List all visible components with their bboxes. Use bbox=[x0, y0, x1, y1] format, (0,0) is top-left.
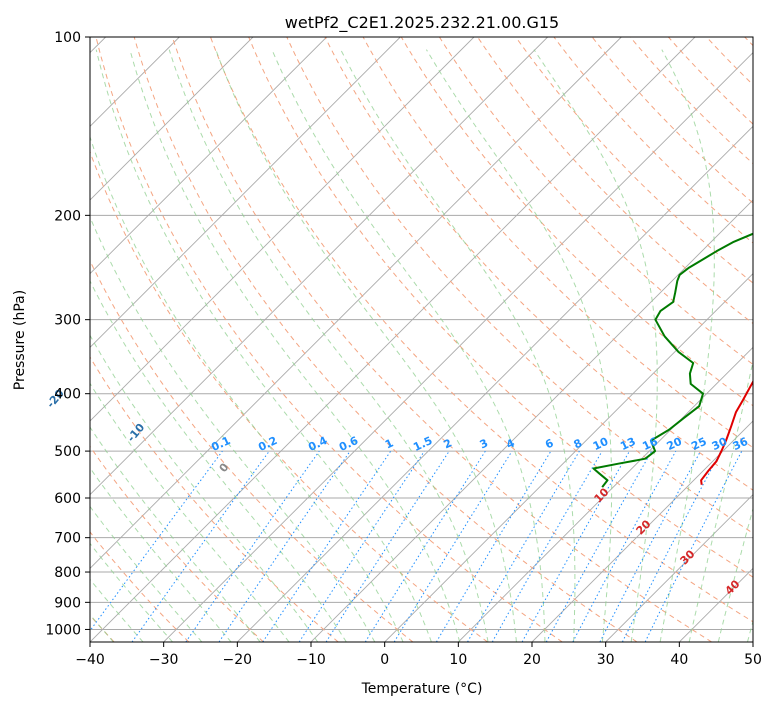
y-tick-label: 700 bbox=[54, 531, 81, 547]
moist-adiabat-0 bbox=[90, 135, 404, 642]
temperature-profile bbox=[700, 379, 753, 485]
moist-adiabat--36 bbox=[90, 578, 144, 642]
mixing-ratio-line-10 bbox=[491, 450, 603, 642]
isotherm--100 bbox=[90, 37, 254, 201]
dry-adiabat-20 bbox=[95, 37, 563, 642]
y-tick-label: 300 bbox=[54, 313, 81, 329]
moist-adiabat-12 bbox=[168, 49, 489, 642]
y-tick-label: 200 bbox=[54, 208, 81, 224]
y-axis: 100 200 300 400 500 600 700 800 900 1000 bbox=[45, 30, 90, 638]
moist-adiabat--16 bbox=[90, 382, 290, 642]
moist-adiabat-40 bbox=[688, 358, 753, 642]
moist-adiabat--8 bbox=[90, 279, 347, 642]
isotherm-10 bbox=[458, 346, 753, 642]
isotherm--60 bbox=[90, 37, 548, 496]
isotherm-20 bbox=[531, 420, 753, 642]
dry-adiabat--10 bbox=[90, 356, 339, 642]
dry-adiabat-90 bbox=[362, 37, 753, 449]
y-axis-label: Pressure (hPa) bbox=[12, 290, 28, 390]
x-tick-label: 20 bbox=[523, 652, 541, 668]
isotherm-30 bbox=[605, 494, 753, 642]
series-layer bbox=[592, 232, 753, 488]
mixing-ratio-line-6 bbox=[435, 450, 552, 642]
moist-adiabat-36 bbox=[659, 49, 715, 642]
isotherm--20 bbox=[237, 125, 753, 642]
dry-adiabat-60 bbox=[248, 37, 753, 578]
dewpoint-profile bbox=[592, 232, 753, 488]
dry-adiabat-80 bbox=[324, 37, 753, 491]
dry-adiabat-0 bbox=[90, 259, 414, 642]
moist-adiabat--4 bbox=[90, 215, 376, 642]
mixing-ratio-line-0.6 bbox=[218, 450, 351, 642]
moist-adiabat-8 bbox=[129, 49, 461, 642]
chart-title: wetPf2_C2E1.2025.232.21.00.G15 bbox=[285, 13, 559, 33]
x-tick-label: −10 bbox=[296, 652, 326, 668]
grid-layer bbox=[90, 37, 753, 642]
x-tick-label: 0 bbox=[380, 652, 389, 668]
isotherm--70 bbox=[90, 37, 475, 422]
isotherm-0 bbox=[384, 273, 753, 642]
moist-adiabat-4 bbox=[95, 49, 432, 642]
mixing-ratio-line-4 bbox=[393, 450, 513, 642]
y-tick-label: 600 bbox=[54, 491, 81, 507]
mixing-ratio-line-8 bbox=[467, 450, 580, 642]
mixing-ratio-line-16 bbox=[545, 450, 653, 642]
mixing-ratio-line-2 bbox=[325, 450, 450, 642]
x-tick-label: −30 bbox=[149, 652, 179, 668]
isotherm--50 bbox=[90, 37, 622, 569]
y-tick-label: 900 bbox=[54, 595, 81, 611]
mixing-ratio-label: 25 bbox=[689, 435, 708, 453]
mixing-ratio-label: 36 bbox=[731, 435, 751, 453]
mixing-ratio-line-3 bbox=[364, 450, 486, 642]
mixing-ratio-line-0.1 bbox=[90, 450, 223, 632]
dry-adiabat--30 bbox=[90, 531, 190, 642]
dry-adiabat-50 bbox=[210, 37, 753, 623]
plot-area bbox=[90, 37, 753, 642]
x-tick-label: 30 bbox=[597, 652, 615, 668]
plot-frame bbox=[89, 36, 754, 643]
mixing-ratio-label: 13 bbox=[618, 435, 637, 453]
dry-adiabat-110 bbox=[438, 37, 753, 365]
x-axis-label: Temperature (°C) bbox=[361, 681, 483, 697]
dry-adiabat-30 bbox=[133, 37, 638, 642]
y-tick-label: 800 bbox=[54, 565, 81, 581]
isotherm--30 bbox=[163, 52, 753, 642]
dry-adiabat-70 bbox=[286, 37, 753, 534]
mixing-ratio-line-20 bbox=[572, 450, 677, 642]
y-tick-label: 400 bbox=[54, 387, 81, 403]
x-tick-label: 10 bbox=[449, 652, 467, 668]
moist-adiabat--28 bbox=[90, 505, 203, 642]
x-tick-label: 40 bbox=[670, 652, 688, 668]
y-tick-label: 1000 bbox=[45, 622, 81, 638]
x-tick-label: −40 bbox=[75, 652, 105, 668]
mixing-ratio-label: 20 bbox=[665, 435, 685, 453]
mixing-ratio-label: 10 bbox=[591, 435, 611, 453]
isotherm--40 bbox=[90, 37, 696, 642]
mixing-ratio-label: 16 bbox=[640, 435, 660, 453]
moist-adiabat-24 bbox=[340, 49, 576, 642]
y-tick-label: 500 bbox=[54, 444, 81, 460]
y-tick-label: 100 bbox=[54, 30, 81, 46]
x-tick-label: −20 bbox=[223, 652, 253, 668]
moist-adiabat-32 bbox=[533, 49, 658, 642]
mixing-ratio-label: 30 bbox=[710, 435, 730, 453]
moist-adiabat--32 bbox=[90, 542, 173, 642]
moist-adiabat-28 bbox=[425, 49, 613, 642]
isotherm--90 bbox=[90, 37, 327, 275]
x-tick-label: 50 bbox=[744, 652, 762, 668]
mixing-ratio-line-0.4 bbox=[185, 450, 320, 642]
moist-adiabat-20 bbox=[271, 49, 546, 642]
isotherm--80 bbox=[90, 37, 401, 348]
isotherm-50 bbox=[752, 641, 753, 642]
moist-adiabat--20 bbox=[90, 426, 261, 642]
x-axis: −40 −30 −20 −10 0 10 20 30 40 50 bbox=[75, 642, 762, 668]
mixing-ratio-line-0.2 bbox=[131, 450, 270, 642]
moist-adiabat--24 bbox=[90, 467, 232, 642]
mixing-ratio-line-13 bbox=[521, 450, 630, 642]
